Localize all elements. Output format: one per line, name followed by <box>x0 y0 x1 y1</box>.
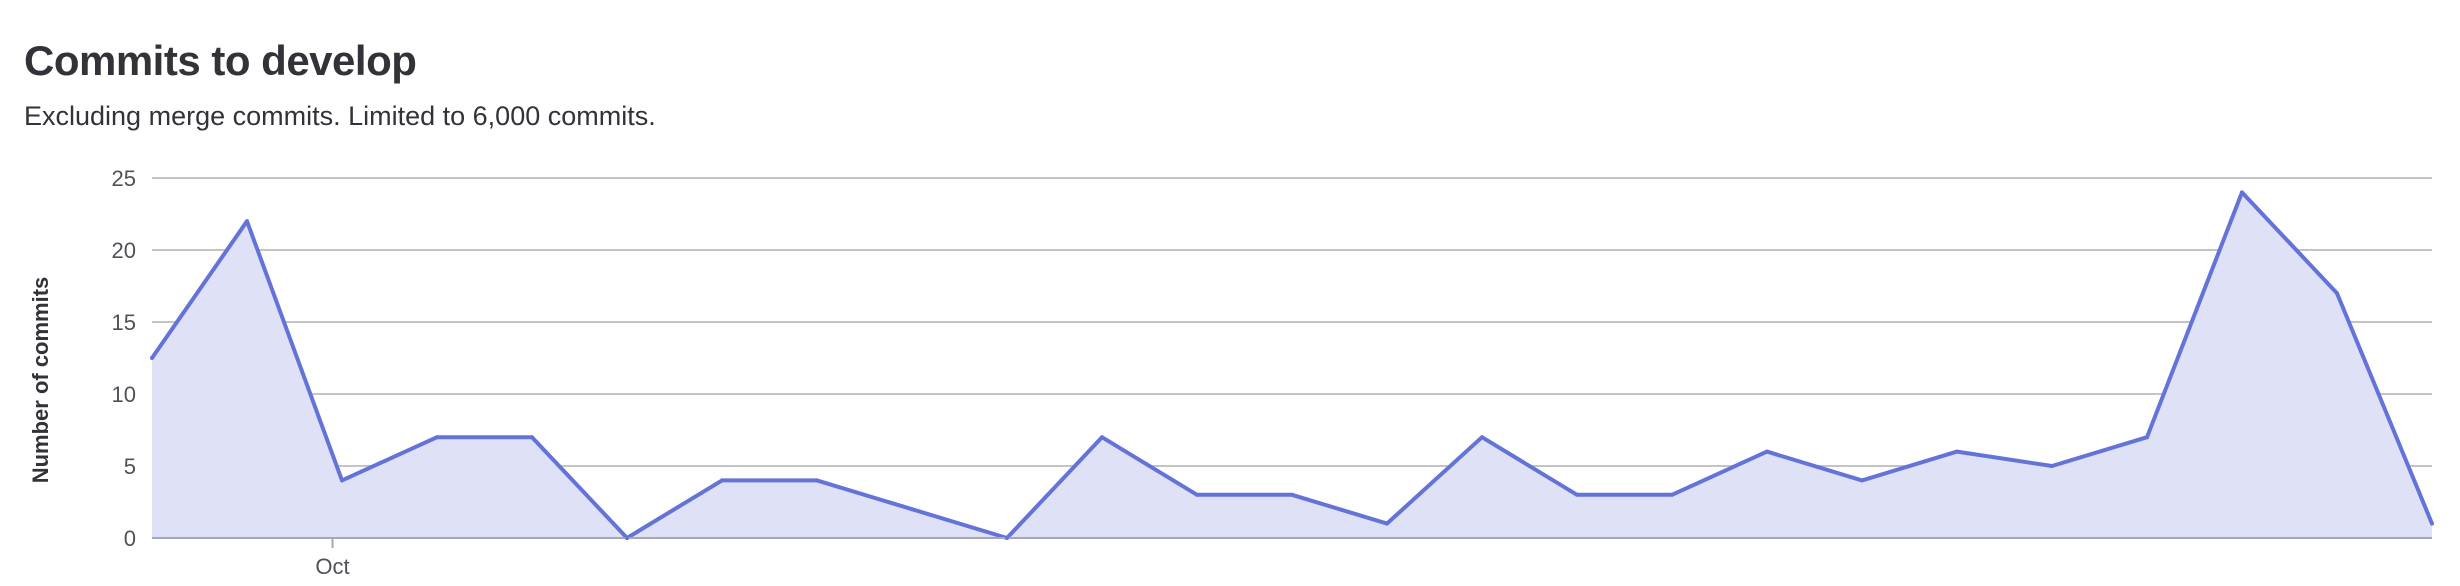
y-axis-title: Number of commits <box>28 277 53 484</box>
data-point <box>1955 449 1959 454</box>
chart-title: Commits to develop <box>24 37 417 84</box>
data-points <box>150 190 2434 540</box>
data-point <box>625 536 629 540</box>
data-point <box>340 478 344 483</box>
data-point <box>1290 492 1294 497</box>
y-tick-label: 5 <box>124 454 136 479</box>
data-point <box>435 435 439 440</box>
data-point <box>2430 521 2434 526</box>
data-point <box>910 507 914 512</box>
data-point <box>1100 435 1104 440</box>
y-tick-label: 0 <box>124 526 136 551</box>
data-point <box>150 356 154 360</box>
data-point <box>1670 492 1674 497</box>
x-tick-label: Oct <box>315 554 349 579</box>
data-point <box>1005 536 1009 540</box>
data-point <box>1195 492 1199 497</box>
data-point <box>2050 464 2054 468</box>
y-tick-label: 25 <box>112 166 136 191</box>
data-point <box>1480 435 1484 440</box>
y-tick-label: 20 <box>112 238 136 263</box>
data-point <box>245 219 249 224</box>
data-point <box>815 478 819 483</box>
y-tick-labels: 0 5 10 15 20 25 <box>112 166 136 551</box>
data-point <box>530 435 534 440</box>
data-point <box>1860 478 1864 483</box>
data-point <box>2240 190 2244 195</box>
data-point <box>1385 521 1389 526</box>
data-point <box>720 478 724 483</box>
area-fill <box>152 192 2432 538</box>
x-tick-labels: Oct <box>315 538 350 579</box>
data-point <box>2335 291 2339 296</box>
y-tick-label: 10 <box>112 382 136 407</box>
data-point <box>1765 449 1769 454</box>
data-point <box>2145 435 2149 440</box>
chart-subtitle: Excluding merge commits. Limited to 6,00… <box>24 101 656 131</box>
y-tick-label: 15 <box>112 310 136 335</box>
grid-lines <box>152 177 2432 467</box>
data-point <box>1575 492 1579 497</box>
